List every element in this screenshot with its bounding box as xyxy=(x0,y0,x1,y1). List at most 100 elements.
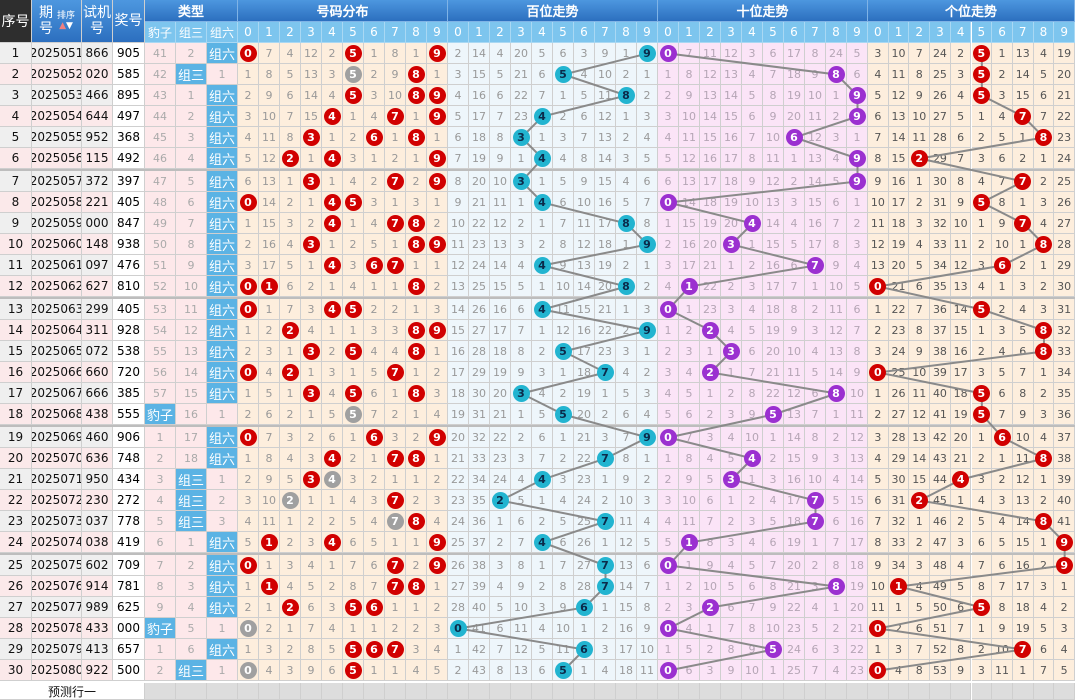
units-cell: 10 xyxy=(992,234,1013,255)
forecast-cell[interactable] xyxy=(616,683,637,700)
units-cell: 12 xyxy=(1012,469,1034,490)
forecast-cell[interactable] xyxy=(1033,683,1055,700)
forecast-cell[interactable] xyxy=(784,683,805,700)
forecast-cell[interactable] xyxy=(992,683,1013,700)
units-cell: 13 xyxy=(1012,490,1034,511)
hundreds-cell: 15 xyxy=(448,320,469,341)
forecast-cell[interactable] xyxy=(238,683,259,700)
tens-cell: 1 xyxy=(826,597,847,618)
forecast-cell[interactable] xyxy=(868,683,889,700)
forecast-cell[interactable] xyxy=(805,683,826,700)
forecast-cell[interactable] xyxy=(1012,683,1034,700)
dist-cell: 4 xyxy=(427,639,448,660)
hundreds-cell: 9 xyxy=(511,362,532,383)
forecast-cell[interactable] xyxy=(406,683,427,700)
units-cell: 2 xyxy=(992,299,1013,320)
units-cell: 17 xyxy=(1012,576,1034,597)
tens-cell: 18 xyxy=(784,511,805,532)
header-issue-sort[interactable]: 期号 排序 ▲▼ xyxy=(32,0,82,43)
forecast-cell[interactable] xyxy=(595,683,616,700)
forecast-cell[interactable] xyxy=(176,683,207,700)
hundreds-cell: 7 xyxy=(637,192,658,213)
dist-cell: 10 xyxy=(259,490,280,511)
hundreds-cell: 9 xyxy=(553,597,574,618)
units-cell: 2 xyxy=(950,43,972,64)
forecast-cell[interactable] xyxy=(490,683,511,700)
units-cell: 28 xyxy=(1054,234,1075,255)
tens-cell: 23 xyxy=(784,618,805,639)
tens-cell: 17 xyxy=(679,255,700,276)
forecast-cell[interactable] xyxy=(700,683,721,700)
forecast-cell[interactable] xyxy=(259,683,280,700)
forecast-cell[interactable] xyxy=(679,683,700,700)
units-cell: 3 xyxy=(1033,299,1055,320)
forecast-cell[interactable] xyxy=(532,683,553,700)
tens-cell: 16 xyxy=(679,234,700,255)
units-cell: 21 xyxy=(950,448,972,469)
forecast-cell[interactable] xyxy=(826,683,847,700)
tens-cell: 4 xyxy=(721,320,742,341)
tens-cell: 2 xyxy=(700,597,721,618)
units-cell: 16 xyxy=(950,341,972,362)
forecast-cell[interactable] xyxy=(971,683,993,700)
forecast-cell[interactable] xyxy=(950,683,972,700)
units-cell: 0 xyxy=(868,660,889,681)
issue-number: 2025062 xyxy=(32,276,82,297)
hundreds-cell: 4 xyxy=(532,469,553,490)
trial-number: 230 xyxy=(82,490,113,511)
forecast-cell[interactable] xyxy=(469,683,490,700)
dist-ball: 9 xyxy=(428,107,446,125)
forecast-cell[interactable] xyxy=(145,683,176,700)
header-units-digit: 0 xyxy=(868,22,889,43)
forecast-cell[interactable] xyxy=(1054,683,1075,700)
forecast-cell[interactable] xyxy=(763,683,784,700)
forecast-cell[interactable] xyxy=(637,683,658,700)
row-index: 3 xyxy=(0,85,32,106)
forecast-cell[interactable] xyxy=(364,683,385,700)
forecast-cell[interactable] xyxy=(448,683,469,700)
hundreds-cell: 1 xyxy=(637,255,658,276)
forecast-cell[interactable] xyxy=(301,683,322,700)
forecast-cell[interactable] xyxy=(847,683,868,700)
sort-toggle[interactable]: 排序 ▲▼ xyxy=(57,11,75,31)
header-tens-digit: 0 xyxy=(658,22,679,43)
forecast-cell[interactable] xyxy=(553,683,574,700)
forecast-cell[interactable] xyxy=(343,683,364,700)
forecast-cell[interactable] xyxy=(742,683,763,700)
forecast-cell[interactable] xyxy=(721,683,742,700)
dist-cell: 7 xyxy=(385,255,406,276)
tens-cell: 3 xyxy=(826,448,847,469)
hundreds-ball: 7 xyxy=(596,363,614,381)
forecast-cell[interactable] xyxy=(207,683,238,700)
units-cell: 53 xyxy=(930,660,951,681)
issue-number: 2025052 xyxy=(32,64,82,85)
header-dist: 号码分布 xyxy=(238,0,448,22)
forecast-cell[interactable] xyxy=(427,683,448,700)
units-cell: 6 xyxy=(950,597,972,618)
type-hit-2: 组六 xyxy=(207,597,238,618)
tens-cell: 3 xyxy=(700,427,721,448)
trial-number: 460 xyxy=(82,427,113,448)
header-units-digit: 2 xyxy=(909,22,931,43)
tens-cell: 10 xyxy=(742,427,763,448)
forecast-cell[interactable] xyxy=(574,683,595,700)
tens-cell: 12 xyxy=(679,148,700,169)
dist-ball: 2 xyxy=(281,491,299,509)
units-cell: 8 xyxy=(971,576,993,597)
dist-cell: 4 xyxy=(322,213,343,234)
forecast-cell[interactable] xyxy=(909,683,931,700)
forecast-cell[interactable] xyxy=(322,683,343,700)
dist-cell: 6 xyxy=(364,639,385,660)
dist-cell: 7 xyxy=(280,106,301,127)
issue-number: 2025058 xyxy=(32,192,82,213)
forecast-cell[interactable] xyxy=(280,683,301,700)
forecast-cell[interactable] xyxy=(658,683,679,700)
forecast-cell[interactable] xyxy=(930,683,951,700)
units-cell: 3 xyxy=(992,85,1013,106)
hundreds-cell: 2 xyxy=(511,427,532,448)
forecast-cell[interactable] xyxy=(888,683,910,700)
forecast-cell[interactable] xyxy=(385,683,406,700)
forecast-cell[interactable] xyxy=(511,683,532,700)
prize-number: 928 xyxy=(113,320,145,341)
hundreds-cell: 19 xyxy=(448,404,469,425)
